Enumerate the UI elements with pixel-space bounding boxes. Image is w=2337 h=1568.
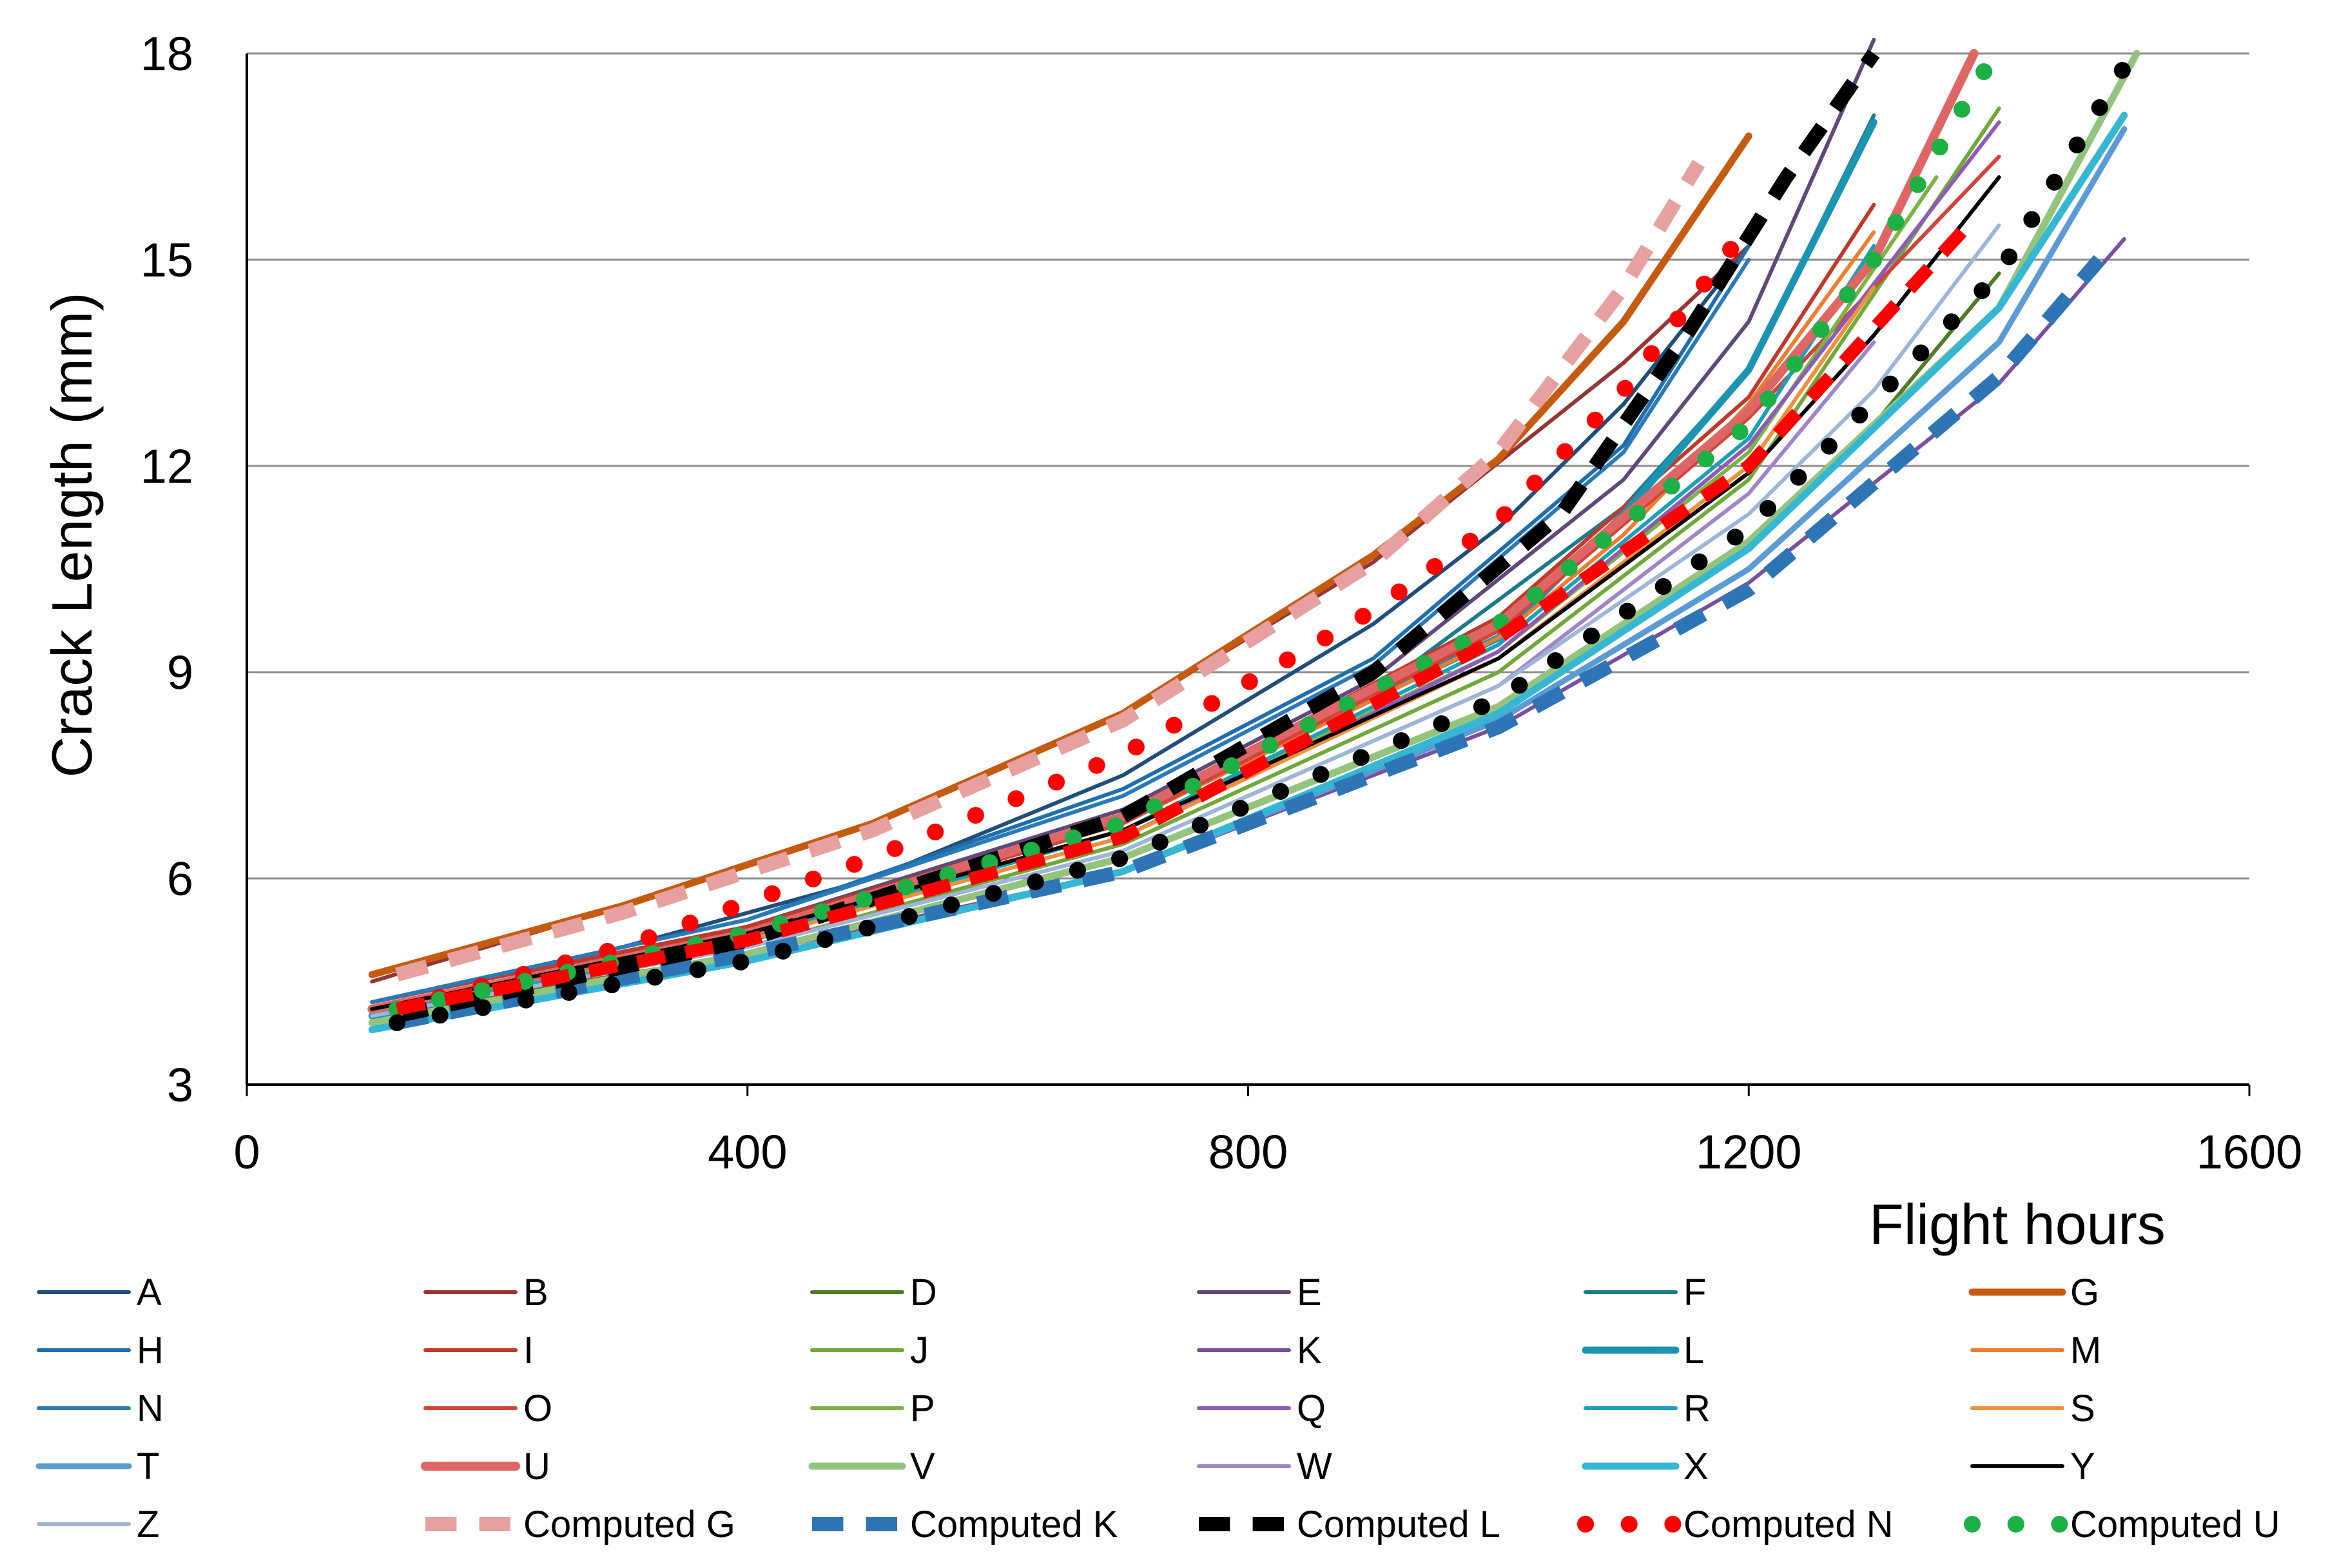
series-line-j [370, 106, 2001, 1011]
y-tick-label: 3 [167, 1058, 193, 1112]
series-lines [367, 37, 2146, 1034]
legend-label: L [1683, 1330, 1704, 1371]
legend-label: X [1683, 1446, 1709, 1487]
legend-label: O [523, 1388, 552, 1429]
legend-label: T [137, 1446, 159, 1487]
legend-label: H [137, 1330, 164, 1371]
series-line-n [370, 258, 1751, 1004]
series-line-y [370, 175, 2001, 1011]
y-axis-title: Crack Length (mm) [40, 292, 104, 777]
legend-label: P [910, 1388, 935, 1429]
x-tick-label: 1600 [2196, 1125, 2303, 1179]
legend-label: N [137, 1388, 164, 1429]
legend-label: Computed G [523, 1504, 735, 1545]
series-line-a [370, 244, 1751, 1004]
y-tick-label: 15 [141, 233, 193, 287]
x-tick-label: 400 [708, 1125, 787, 1179]
legend-label: J [910, 1330, 929, 1371]
legend: A B D E F G H I J K L M N O P Q R S T U V W X Y Z Computed G Compu… [35, 1272, 2280, 1545]
legend-label: Computed U [2070, 1504, 2280, 1545]
y-tick-label: 9 [167, 646, 193, 699]
legend-label: U [523, 1446, 550, 1487]
x-tick-label: 1200 [1696, 1125, 1802, 1179]
series-line-v [368, 50, 2140, 1027]
legend-label: R [1683, 1388, 1711, 1429]
series-line-p [370, 175, 1939, 1011]
series-line-computed-l [395, 49, 1880, 1023]
series-line-computed-k [395, 255, 2105, 1030]
legend-label: M [2070, 1330, 2101, 1371]
legend-label: B [523, 1272, 548, 1313]
series-line-computed-u [389, 59, 1995, 1018]
series-line-computed-g [395, 159, 1705, 982]
legend-label: Z [137, 1504, 159, 1545]
legend-label: Computed N [1683, 1504, 1894, 1545]
legend-label: I [523, 1330, 534, 1371]
tick-labels: 3 6 9 12 15 18 0 400 800 1200 1600 [141, 27, 2303, 1179]
legend-label: Computed K [910, 1504, 1118, 1545]
series-line-q [370, 120, 2001, 1018]
x-tick-label: 800 [1208, 1125, 1288, 1179]
legend-label: V [910, 1446, 935, 1487]
series-line-z [370, 223, 2001, 1018]
y-tick-label: 12 [141, 440, 193, 493]
legend-label: Q [1297, 1388, 1326, 1429]
legend-label: Y [2070, 1446, 2095, 1487]
series-line-computed-l [389, 38, 2146, 1031]
legend-label: G [2070, 1272, 2099, 1313]
series-line-computed-n [396, 214, 1979, 1016]
x-axis-title: Flight hours [1869, 1192, 2166, 1256]
y-tick-label: 6 [167, 852, 193, 905]
legend-label: K [1297, 1330, 1322, 1371]
legend-label: D [910, 1272, 937, 1313]
legend-label: S [2070, 1388, 2095, 1429]
legend-label: Computed L [1297, 1504, 1500, 1545]
legend-label: W [1297, 1446, 1332, 1487]
series-line-o [370, 155, 2001, 1011]
legend-label: F [1683, 1272, 1706, 1313]
legend-label: E [1297, 1272, 1322, 1313]
series-line-computed-n [389, 217, 1758, 1018]
legend-label: A [137, 1272, 162, 1313]
y-tick-label: 18 [141, 27, 193, 81]
x-tick-label: 0 [233, 1125, 260, 1179]
gridlines [247, 52, 2249, 880]
